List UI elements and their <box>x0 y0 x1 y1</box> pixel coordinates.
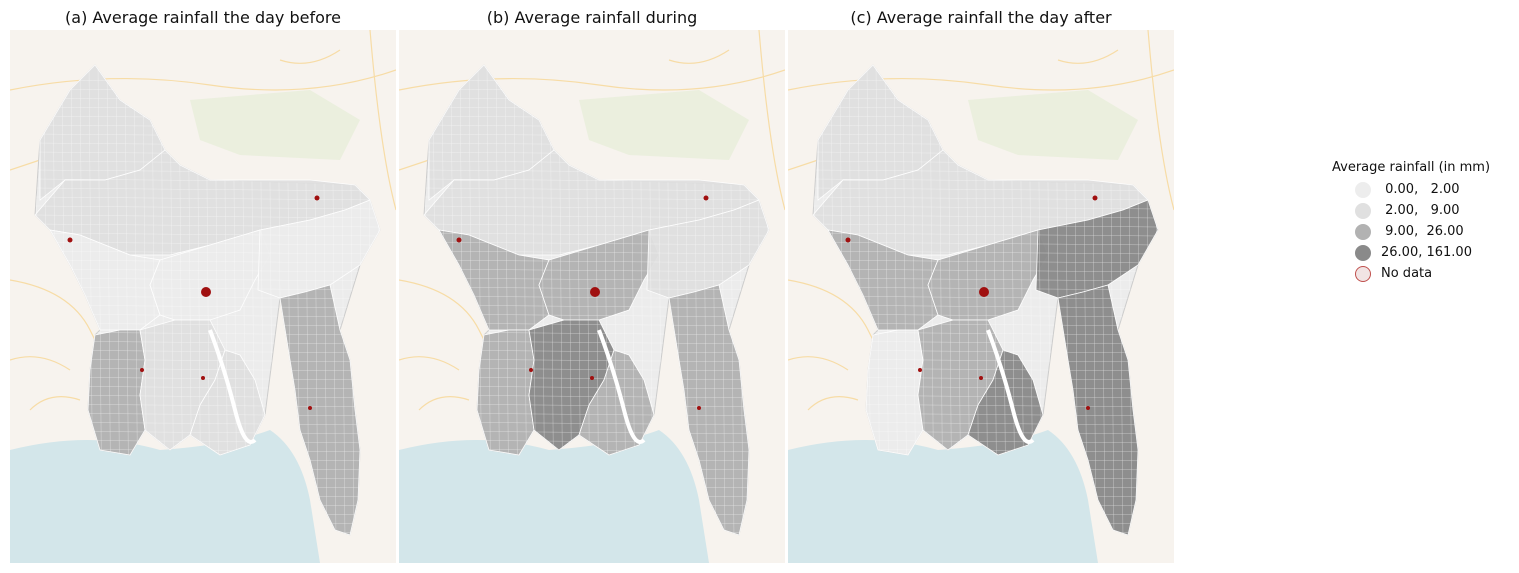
basemap-sea <box>10 430 320 563</box>
river <box>986 329 1035 444</box>
legend-item: No data <box>1332 263 1490 284</box>
legend-label: 0.00, 2.00 <box>1381 182 1460 197</box>
basemap-road <box>1147 30 1174 211</box>
no-data-area <box>201 287 211 297</box>
legend-swatch-0 <box>1355 181 1371 198</box>
river <box>597 329 646 444</box>
no-data-area <box>1092 195 1098 201</box>
no-data-area <box>308 406 312 410</box>
legend-swatch-2 <box>1355 223 1371 240</box>
legend-item: 0.00, 2.00 <box>1332 179 1490 200</box>
basemap-road <box>758 30 785 211</box>
no-data-area <box>529 368 533 372</box>
legend-swatch-4 <box>1355 265 1371 282</box>
river <box>208 329 257 444</box>
no-data-area <box>590 287 600 297</box>
panel-title-a: (a) Average rainfall the day before <box>65 8 341 27</box>
no-data-area <box>140 368 144 372</box>
legend-title: Average rainfall (in mm) <box>1332 160 1491 175</box>
basemap-hills <box>579 90 749 160</box>
legend-item: 9.00, 26.00 <box>1332 221 1490 242</box>
no-data-area <box>697 406 701 410</box>
basemap-sea <box>399 430 709 563</box>
basemap-road <box>10 69 396 91</box>
legend-item: 26.00, 161.00 <box>1332 242 1490 263</box>
no-data-area <box>201 376 205 380</box>
basemap-road <box>10 356 71 371</box>
basemap-road <box>10 159 41 171</box>
basemap-road <box>418 396 470 411</box>
map-panel-c <box>788 30 1174 563</box>
legend-swatch-3 <box>1355 244 1371 261</box>
no-data-area <box>1086 406 1090 410</box>
region-barisal <box>189 349 266 456</box>
no-data-area <box>456 237 462 243</box>
basemap-hills <box>190 90 360 160</box>
basemap-road <box>788 159 819 171</box>
basemap-road <box>399 356 460 371</box>
no-data-area <box>979 376 983 380</box>
basemap-road <box>807 396 859 411</box>
map-panel-a <box>10 30 396 563</box>
basemap-road <box>668 49 730 64</box>
no-data-area <box>590 376 594 380</box>
legend-swatch-1 <box>1355 202 1371 219</box>
no-data-area <box>918 368 922 372</box>
no-data-area <box>979 287 989 297</box>
basemap-road <box>399 159 430 171</box>
basemap-hills <box>968 90 1138 160</box>
legend-label: 26.00, 161.00 <box>1381 245 1472 260</box>
basemap-road <box>369 30 396 211</box>
legend-label: No data <box>1381 266 1433 281</box>
panel-title-b: (b) Average rainfall during <box>486 8 698 27</box>
legend-label: 9.00, 26.00 <box>1381 224 1464 239</box>
basemap-sea <box>788 430 1098 563</box>
no-data-area <box>845 237 851 243</box>
basemap-road <box>788 356 849 371</box>
panel-title-c: (c) Average rainfall the day after <box>850 8 1112 27</box>
map-legend: Average rainfall (in mm) 0.00, 2.00 2.00… <box>1332 160 1490 284</box>
map-panel-b <box>399 30 785 563</box>
legend-item: 2.00, 9.00 <box>1332 200 1490 221</box>
basemap-road <box>279 49 341 64</box>
map-svg <box>788 30 1174 563</box>
legend-label: 2.00, 9.00 <box>1381 203 1460 218</box>
no-data-area <box>67 237 73 243</box>
map-svg <box>399 30 785 563</box>
basemap-road <box>29 396 81 411</box>
region-barisal <box>967 349 1044 456</box>
basemap-road <box>399 69 785 91</box>
region-barisal <box>578 349 655 456</box>
basemap-road <box>788 69 1174 91</box>
basemap-road <box>1057 49 1119 64</box>
no-data-area <box>314 195 320 201</box>
no-data-area <box>703 195 709 201</box>
map-svg <box>10 30 396 563</box>
